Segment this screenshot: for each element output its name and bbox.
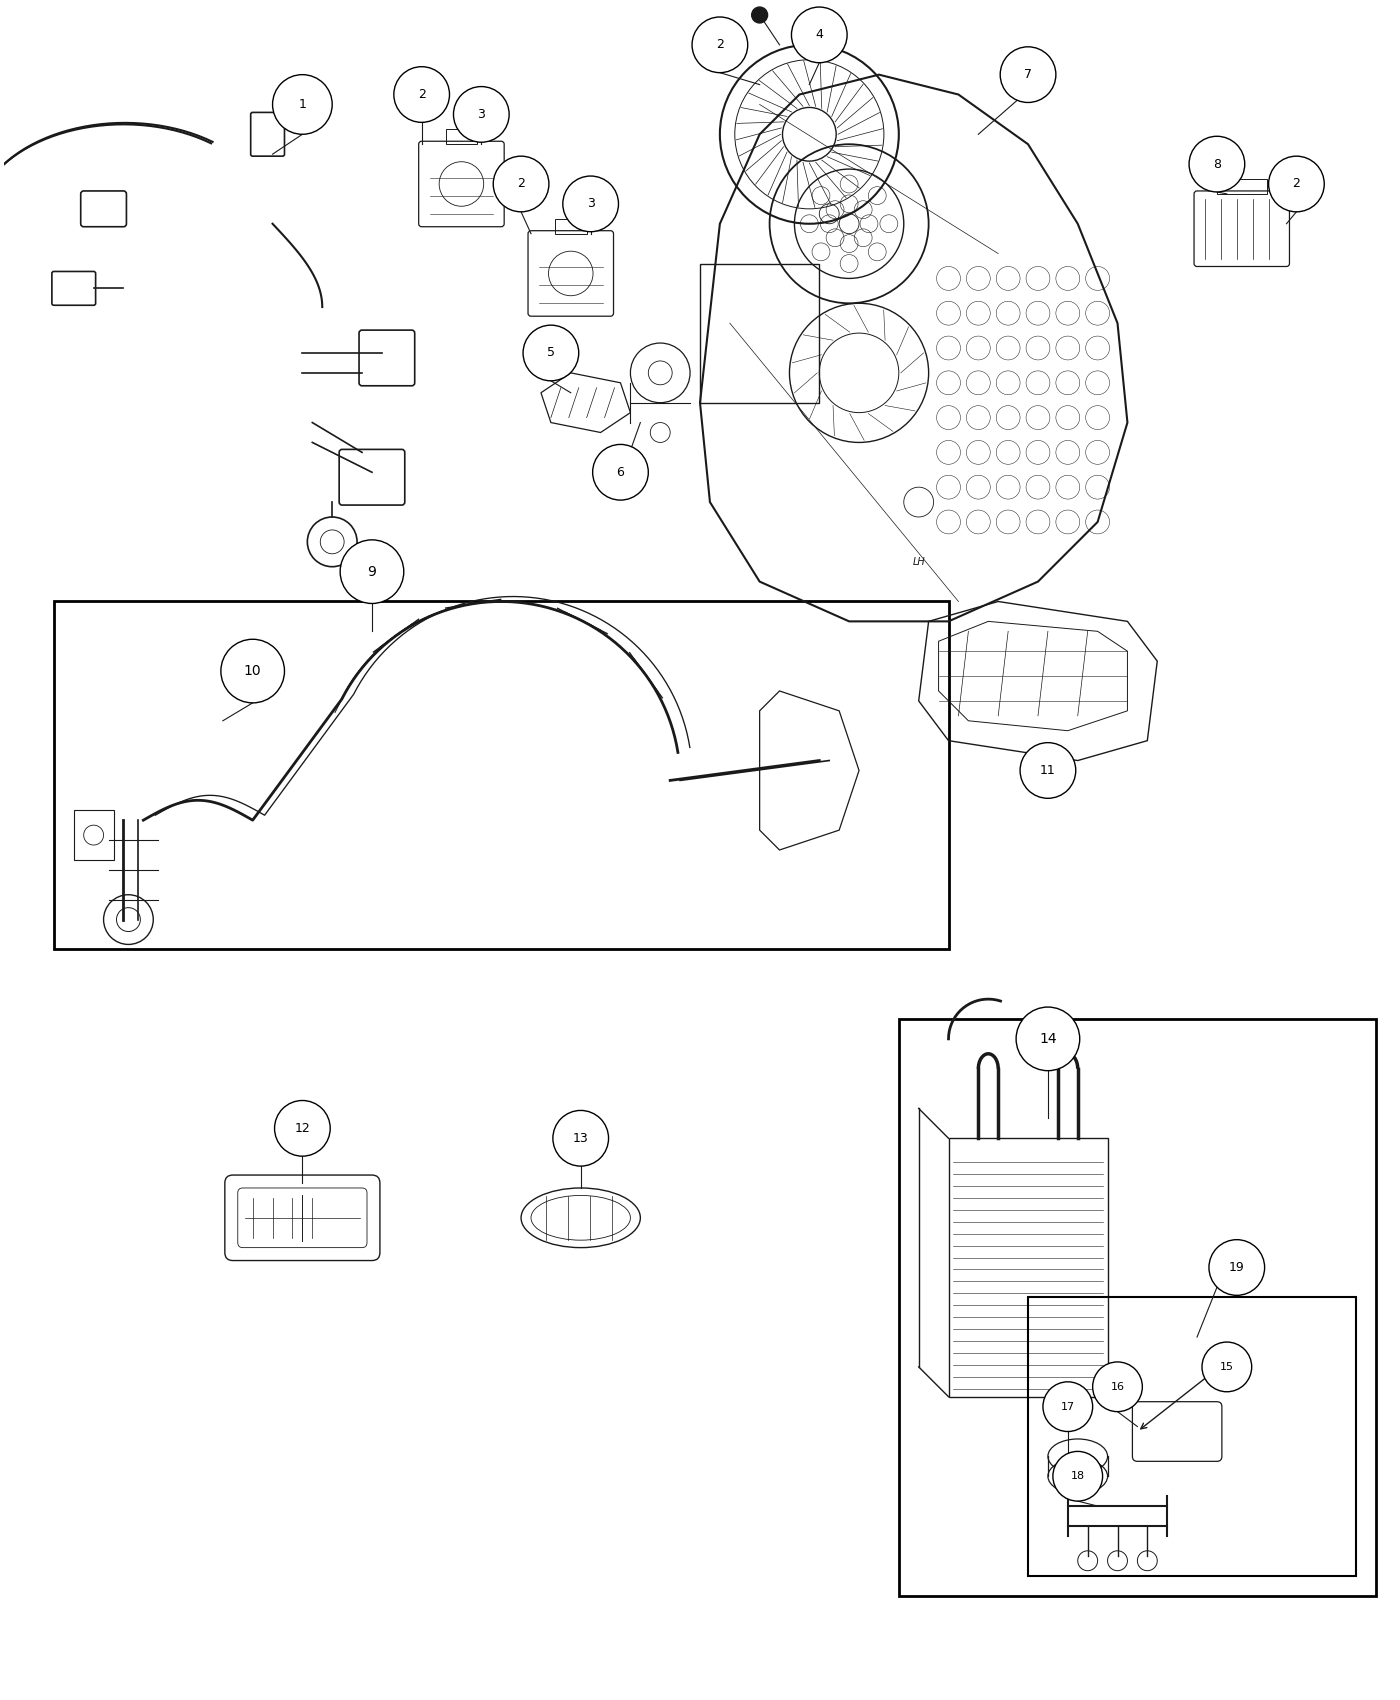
Circle shape	[1000, 48, 1056, 102]
Text: 2: 2	[715, 39, 724, 51]
Bar	[899, 1018, 1376, 1596]
Circle shape	[524, 325, 578, 381]
Text: 19: 19	[1229, 1261, 1245, 1273]
Circle shape	[1268, 156, 1324, 212]
Circle shape	[1189, 136, 1245, 192]
Text: 11: 11	[1040, 763, 1056, 777]
Circle shape	[791, 7, 847, 63]
Circle shape	[1053, 1452, 1103, 1501]
Bar	[700, 264, 819, 403]
Text: 17: 17	[1061, 1402, 1075, 1411]
Bar	[53, 602, 949, 949]
Circle shape	[553, 1110, 609, 1166]
Bar	[949, 1139, 1107, 1397]
Circle shape	[221, 639, 284, 702]
Bar	[74, 811, 113, 860]
Circle shape	[1043, 1382, 1092, 1431]
Bar	[554, 219, 587, 233]
Circle shape	[274, 1100, 330, 1156]
Text: 10: 10	[244, 665, 262, 678]
Circle shape	[1210, 1239, 1264, 1295]
Text: 12: 12	[294, 1122, 311, 1136]
Text: 18: 18	[1071, 1470, 1085, 1481]
Circle shape	[592, 444, 648, 500]
Text: 7: 7	[1023, 68, 1032, 82]
Circle shape	[340, 541, 403, 604]
Text: 5: 5	[547, 347, 554, 359]
Text: 16: 16	[1110, 1382, 1124, 1392]
Circle shape	[752, 7, 767, 24]
Text: 6: 6	[616, 466, 624, 479]
Bar	[1028, 1297, 1357, 1576]
Text: 1: 1	[298, 99, 307, 110]
Text: 15: 15	[1219, 1362, 1233, 1372]
Text: 14: 14	[1039, 1032, 1057, 1045]
Circle shape	[393, 66, 449, 122]
Text: 4: 4	[815, 29, 823, 41]
Bar	[445, 129, 477, 144]
Circle shape	[563, 177, 619, 231]
Circle shape	[1092, 1362, 1142, 1411]
Text: 3: 3	[587, 197, 595, 211]
Text: 2: 2	[1292, 177, 1301, 190]
Text: 13: 13	[573, 1132, 588, 1144]
Circle shape	[1021, 743, 1075, 799]
Circle shape	[1016, 1006, 1079, 1071]
Text: 2: 2	[417, 88, 426, 100]
Text: LH: LH	[913, 556, 925, 566]
Text: 9: 9	[368, 564, 377, 578]
Text: 8: 8	[1212, 158, 1221, 170]
Circle shape	[1203, 1341, 1252, 1392]
Bar	[1217, 178, 1267, 194]
Circle shape	[454, 87, 510, 143]
Text: 3: 3	[477, 107, 486, 121]
Circle shape	[273, 75, 332, 134]
Text: 2: 2	[517, 177, 525, 190]
Circle shape	[692, 17, 748, 73]
Circle shape	[493, 156, 549, 212]
